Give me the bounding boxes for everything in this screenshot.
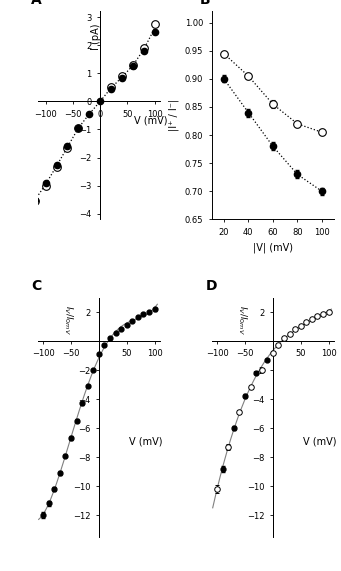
Y-axis label: I (pA): I (pA): [91, 23, 101, 50]
X-axis label: |V| (mV): |V| (mV): [253, 242, 293, 253]
X-axis label: V (mV): V (mV): [129, 436, 162, 447]
Text: A: A: [31, 0, 42, 7]
Y-axis label: |I⁺ / I⁻|: |I⁺ / I⁻|: [169, 99, 179, 131]
Text: C: C: [31, 279, 42, 293]
Text: $I_V / I_{0mV}$: $I_V / I_{0mV}$: [236, 305, 248, 335]
Text: D: D: [206, 279, 217, 293]
Text: B: B: [199, 0, 210, 7]
Text: $I_V / I_{0mV}$: $I_V / I_{0mV}$: [62, 305, 74, 335]
X-axis label: V (mV): V (mV): [134, 115, 167, 126]
X-axis label: V (mV): V (mV): [303, 436, 336, 447]
